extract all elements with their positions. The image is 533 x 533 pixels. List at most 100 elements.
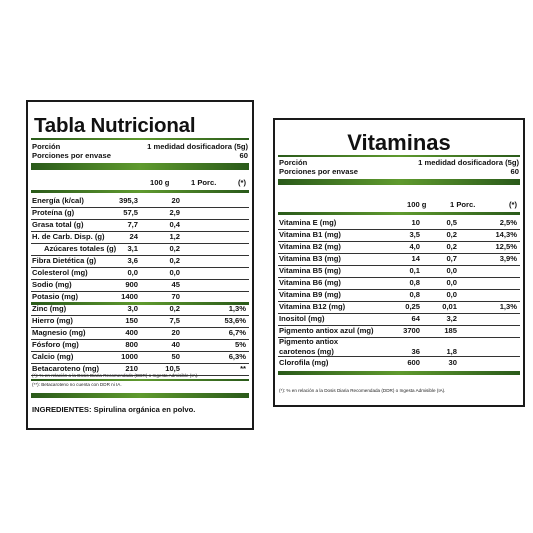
vit-servings-value: 60 [510,167,519,176]
row-label: Vitamina B5 (mg) [279,266,341,275]
row-value-portion: 0,0 [446,290,457,299]
row-value-portion: 0,0 [446,278,457,287]
table-row: Betacaroteno (mg) 210 10,5 ** [32,364,248,374]
vitamins-footnote-1: (*): % en relación a la Dosis Diaria Rec… [279,388,446,393]
row-label: Vitamina B3 (mg) [279,254,341,263]
row-value-100g: 210 [125,364,138,373]
row-divider [278,265,520,266]
carotenos-v100: 36 [411,346,420,356]
row-divider [278,337,520,338]
table-row: Energía (k/cal) 395,3 20 [32,196,248,206]
table-row: Grasa total (g) 7,7 0,4 [32,220,248,230]
row-label: Fibra Dietética (g) [32,256,97,265]
row-value-pct: 5% [235,340,246,349]
vit-footnote-divider [278,371,520,375]
row-label: Vitamina B1 (mg) [279,230,341,239]
row-label: Pigmento antiox azul (mg) [279,326,374,335]
table-row: Hierro (mg) 150 7,5 53,6% [32,316,248,326]
row-divider [278,289,520,290]
portion-label: Porción [32,142,61,151]
row-value-portion: 0,5 [446,218,457,227]
row-value-portion: 0,7 [446,254,457,263]
row-label: Vitamina B9 (mg) [279,290,341,299]
title-divider [31,138,249,140]
table-row: Vitamina E (mg) 10 0,5 2,5% [279,218,519,228]
row-divider [31,291,249,292]
row-label: Vitamina B2 (mg) [279,242,341,251]
row-value-100g: 150 [125,316,138,325]
row-label: Betacaroteno (mg) [32,364,100,373]
row-value-pct: 14,3% [495,230,517,239]
table-row: Fibra Dietética (g) 3,6 0,2 [32,256,248,266]
row-label: Sodio (mg) [32,280,72,289]
row-value-pct: 12,5% [495,242,517,251]
row-value-100g: 1400 [121,292,138,301]
row-value-portion: 0,2 [446,242,457,251]
row-value-100g: 4,0 [409,242,420,251]
row-value-pct: 1,3% [228,304,246,313]
row-value-100g: 1000 [121,352,138,361]
table-row: Vitamina B6 (mg) 0,8 0,0 [279,278,519,288]
vit-col-header-pct: (*) [508,200,517,209]
row-divider [31,207,249,208]
row-value-portion: 0,2 [446,230,457,239]
table-row: Fósforo (mg) 800 40 5% [32,340,248,350]
row-value-portion: 3,2 [446,314,457,323]
row-value-portion: 1,2 [169,232,180,241]
row-value-100g: 57,5 [123,208,138,217]
row-divider [278,313,520,314]
row-value-100g: 24 [129,232,138,241]
row-label: Inositol (mg) [279,314,325,323]
table-row: Potasio (mg) 1400 70 [32,292,248,302]
row-value-100g: 400 [125,328,138,337]
footnote-divider [31,379,249,381]
row-value-100g: 3,1 [127,244,138,253]
row-value-100g: 0,25 [405,302,420,311]
table-row: Pigmento antiox azul (mg) 3700 185 [279,326,519,336]
row-label: Proteína (g) [32,208,75,217]
nutrition-title: Tabla Nutricional [34,114,196,137]
ingredients-value: Spirulina orgánica en polvo. [93,405,196,414]
vit-portion-row: Porción 1 medidad dosificadora (5g) [279,158,519,168]
vit-servings-label: Porciones por envase [279,167,358,176]
row-value-pct: ** [240,364,246,373]
columns-divider [31,190,249,193]
table-row: Azúcares totales (g) 3,1 0,2 [32,244,248,254]
row-divider [31,243,249,244]
row-value-100g: 3700 [403,326,420,335]
row-value-pct: 3,9% [499,254,517,263]
header-divider [31,163,249,170]
vit-col-header-100g: 100 g [407,200,427,209]
clorofila-row: Clorofila (mg) 600 30 [279,358,519,368]
table-row: Inositol (mg) 64 3,2 [279,314,519,324]
row-value-100g: 0,0 [127,268,138,277]
table-row: Calcio (mg) 1000 50 6,3% [32,352,248,362]
column-header-row: 100 g 1 Porc. (*) [32,178,248,188]
table-row: Vitamina B12 (mg) 0,25 0,01 1,3% [279,302,519,312]
ingredients-divider [31,393,249,398]
vit-row-line [278,356,520,357]
row-divider [278,325,520,326]
vit-servings-row: Porciones por envase 60 [279,167,519,177]
row-value-portion: 0,2 [169,244,180,253]
carotenos-label-1: Pigmento antiox [279,337,339,346]
row-divider [31,267,249,268]
row-value-100g: 64 [411,314,420,323]
row-label: Potasio (mg) [32,292,78,301]
row-divider [278,277,520,278]
vitamins-table-panel: Vitaminas Porción 1 medidad dosificadora… [273,118,525,407]
row-value-100g: 395,3 [118,196,138,205]
row-divider [31,315,249,316]
portion-value: 1 medidad dosificadora (5g) [147,142,248,151]
col-header-portion: 1 Porc. [191,178,217,187]
row-divider [278,229,520,230]
row-value-portion: 50 [171,352,180,361]
table-row: Colesterol (mg) 0,0 0,0 [32,268,248,278]
row-value-100g: 0,8 [409,290,420,299]
row-value-100g: 3,6 [127,256,138,265]
row-label: Energía (k/cal) [32,196,84,205]
row-label: Magnesio (mg) [32,328,86,337]
row-label: Colesterol (mg) [32,268,88,277]
row-value-100g: 14 [411,254,420,263]
table-row: Vitamina B2 (mg) 4,0 0,2 12,5% [279,242,519,252]
